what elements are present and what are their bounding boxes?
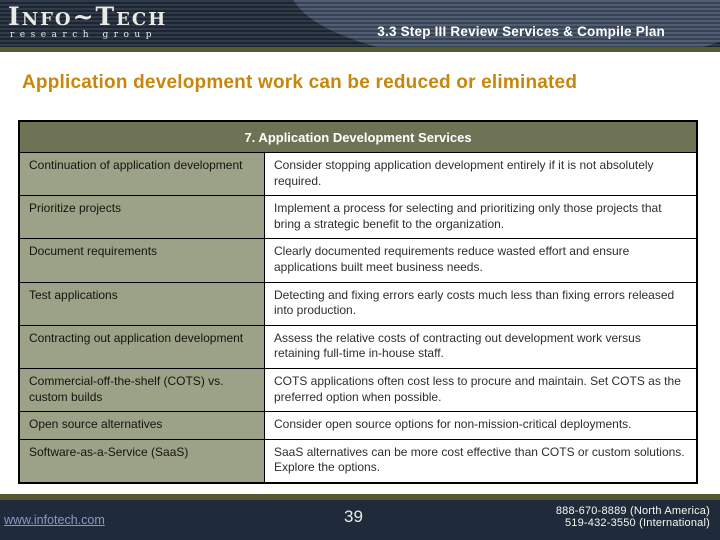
table-row: Test applications Detecting and fixing e… xyxy=(18,281,698,326)
service-cell: Continuation of application development xyxy=(18,151,265,197)
header-bar: Info~Tech research group 3.3 Step III Re… xyxy=(0,0,720,47)
footer-bar: www.infotech.com 39 888-670-8889 (North … xyxy=(0,494,720,540)
service-cell: Contracting out application development xyxy=(18,324,265,369)
description-cell: COTS applications often cost less to pro… xyxy=(264,367,698,413)
service-cell: Commercial-off-the-shelf (COTS) vs. cust… xyxy=(18,367,265,413)
description-cell: Implement a process for selecting and pr… xyxy=(264,195,698,240)
table-title: 7. Application Development Services xyxy=(18,120,698,153)
header-accent-bar xyxy=(0,47,720,52)
table-row: Open source alternatives Consider open s… xyxy=(18,411,698,440)
infotech-logo: Info~Tech research group xyxy=(8,4,167,40)
table-row: Prioritize projects Implement a process … xyxy=(18,195,698,240)
phone-international: 519-432-3550 (International) xyxy=(564,517,710,529)
table-row: Continuation of application development … xyxy=(18,151,698,197)
description-cell: Detecting and fixing errors early costs … xyxy=(264,281,698,326)
page-number: 39 xyxy=(344,507,363,526)
service-cell: Prioritize projects xyxy=(18,195,265,240)
phone-numbers: 888-670-8889 (North America) 519-432-355… xyxy=(556,505,710,529)
service-cell: Test applications xyxy=(18,281,265,326)
logo-subtitle: research group xyxy=(10,30,157,40)
description-cell: SaaS alternatives can be more cost effec… xyxy=(264,438,698,484)
table-row: Document requirements Clearly documented… xyxy=(18,238,698,283)
description-cell: Consider open source options for non-mis… xyxy=(264,411,698,440)
description-cell: Consider stopping application developmen… xyxy=(264,151,698,197)
header-step-title: 3.3 Step III Review Services & Compile P… xyxy=(377,24,665,39)
services-table-head: 7. Application Development Services xyxy=(18,120,698,153)
service-cell: Software-as-a-Service (SaaS) xyxy=(18,438,265,484)
description-cell: Assess the relative costs of contracting… xyxy=(264,324,698,369)
services-table-body: Continuation of application development … xyxy=(18,151,698,484)
description-cell: Clearly documented requirements reduce w… xyxy=(264,238,698,283)
service-cell: Open source alternatives xyxy=(18,411,265,440)
services-table: 7. Application Development Services Cont… xyxy=(18,120,698,484)
website-link[interactable]: www.infotech.com xyxy=(4,513,105,527)
service-cell: Document requirements xyxy=(18,238,265,283)
table-title-row: 7. Application Development Services xyxy=(18,120,698,153)
table-row: Commercial-off-the-shelf (COTS) vs. cust… xyxy=(18,367,698,413)
table-row: Contracting out application development … xyxy=(18,324,698,369)
table-row: Software-as-a-Service (SaaS) SaaS altern… xyxy=(18,438,698,484)
phone-north-america: 888-670-8889 (North America) xyxy=(555,505,710,517)
header-swoosh-decoration xyxy=(290,0,720,47)
logo-name: Info~Tech xyxy=(8,2,168,31)
slide-title: Application development work can be redu… xyxy=(22,72,578,93)
header-pinstripes-decoration xyxy=(0,0,720,47)
